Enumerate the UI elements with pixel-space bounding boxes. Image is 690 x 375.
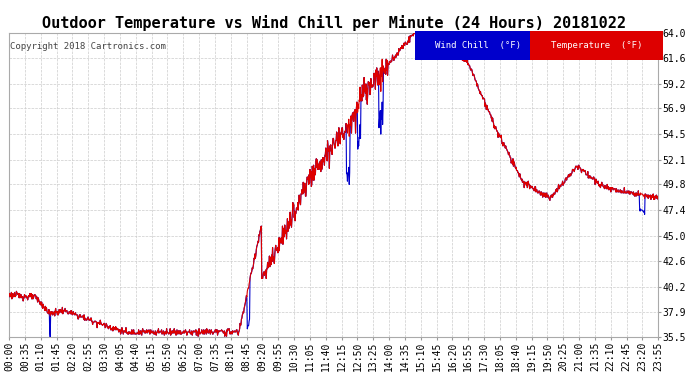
Title: Outdoor Temperature vs Wind Chill per Minute (24 Hours) 20181022: Outdoor Temperature vs Wind Chill per Mi… (41, 15, 626, 32)
Text: Wind Chill  (°F): Wind Chill (°F) (435, 41, 521, 50)
FancyBboxPatch shape (531, 31, 663, 60)
FancyBboxPatch shape (415, 31, 542, 60)
Text: Copyright 2018 Cartronics.com: Copyright 2018 Cartronics.com (10, 42, 166, 51)
Text: Temperature  (°F): Temperature (°F) (551, 41, 642, 50)
